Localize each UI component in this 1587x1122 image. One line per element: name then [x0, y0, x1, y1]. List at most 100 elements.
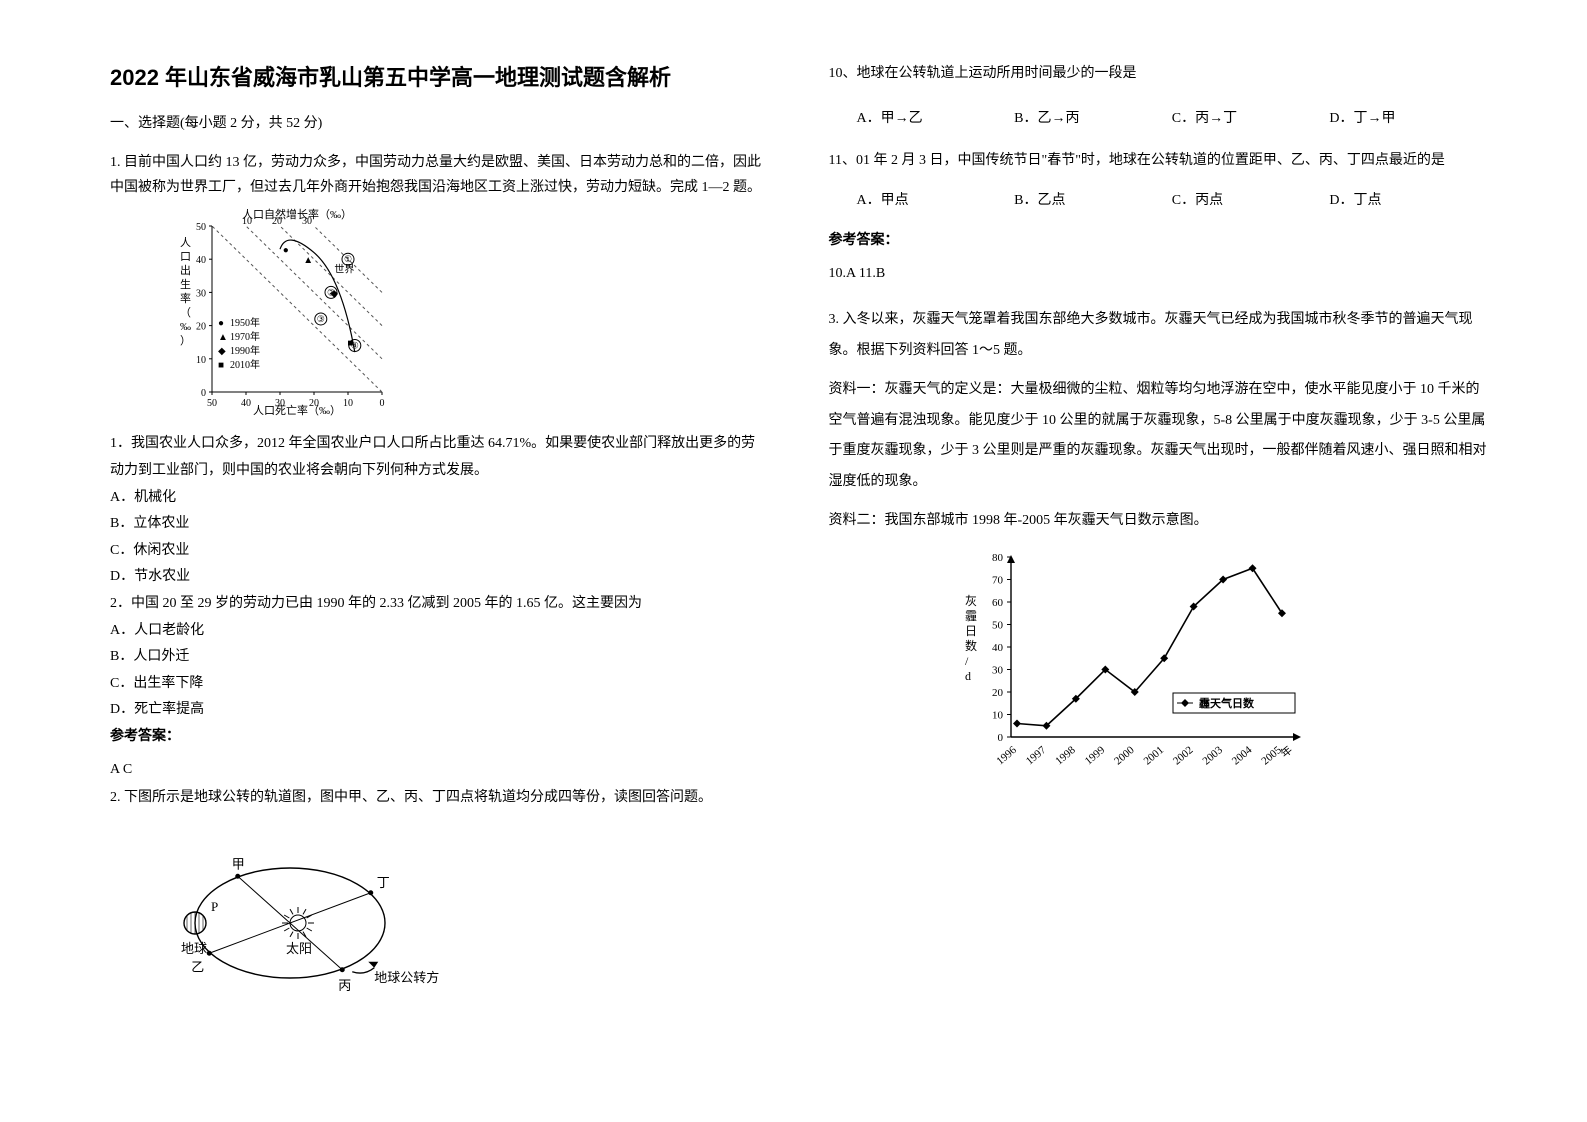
q1-sub1-opt-c: C．休闲农业	[110, 538, 769, 565]
svg-text:①: ①	[344, 255, 352, 265]
q11-opt-c: C．丙点	[1172, 184, 1330, 218]
q11-opt-a: A．甲点	[857, 184, 1015, 218]
svg-text:甲: 甲	[232, 856, 245, 871]
q1-sub1-opt-a: A．机械化	[110, 485, 769, 512]
svg-text:人口自然增长率（‰）: 人口自然增长率（‰）	[242, 207, 352, 221]
svg-text:0: 0	[380, 398, 385, 409]
q1-answer-label: 参考答案：	[110, 724, 769, 751]
svg-text:/: /	[965, 654, 969, 668]
svg-text:70: 70	[992, 574, 1004, 586]
svg-text:2002: 2002	[1171, 744, 1196, 767]
q1-sub1-opt-b: B．立体农业	[110, 511, 769, 538]
svg-text:40: 40	[196, 256, 206, 267]
q1-sub2: 2．中国 20 至 29 岁的劳动力已由 1990 年的 2.33 亿减到 20…	[110, 591, 769, 618]
q1-sub1: 1．我国农业人口众多，2012 年全国农业户口人口所占比重达 64.71%。如果…	[110, 431, 769, 484]
q11-answer: 10.A 11.B	[829, 261, 1488, 288]
svg-text:50: 50	[992, 619, 1004, 631]
svg-text:▲: ▲	[303, 256, 313, 267]
svg-text:数: 数	[965, 638, 977, 653]
svg-text:2010年: 2010年	[230, 358, 260, 371]
q10-options: A．甲→乙 B．乙→丙 C．丙→丁 D．丁→甲	[829, 102, 1488, 136]
q1-sub2-opt-c: C．出生率下降	[110, 671, 769, 698]
svg-text:▲: ▲	[218, 332, 228, 343]
svg-text:◆: ◆	[330, 289, 338, 300]
svg-text:2000: 2000	[1112, 744, 1137, 768]
q1-sub2-opt-b: B．人口外迁	[110, 644, 769, 671]
q1-chart: 人口自然增长率（‰）人口死亡率（‰）人口出生率（‰）01020304050010…	[170, 206, 769, 421]
svg-text:2003: 2003	[1200, 744, 1225, 768]
svg-text:③: ③	[317, 314, 325, 324]
q1-sub2-opt-a: A．人口老龄化	[110, 618, 769, 645]
svg-text:10: 10	[196, 355, 206, 366]
svg-text:地球: 地球	[181, 941, 207, 956]
svg-text:丙: 丙	[338, 978, 351, 993]
svg-text:（: （	[180, 306, 191, 319]
q1-stem: 1. 目前中国人口约 13 亿，劳动力众多，中国劳动力总量大约是欧盟、美国、日本…	[110, 150, 769, 200]
svg-text:1999: 1999	[1082, 744, 1107, 768]
q10-stem: 10、地球在公转轨道上运动所用时间最少的一段是	[829, 60, 1488, 88]
svg-text:灰: 灰	[965, 594, 977, 608]
svg-text:人: 人	[180, 236, 191, 249]
svg-text:0: 0	[997, 732, 1003, 744]
svg-text:30: 30	[275, 398, 285, 409]
svg-text:人口死亡率（‰）: 人口死亡率（‰）	[253, 403, 341, 416]
q3-chart: 01020304050607080灰霾日数/d19961997199819992…	[949, 547, 1488, 812]
page-title: 2022 年山东省威海市乳山第五中学高一地理测试题含解析	[110, 60, 769, 92]
svg-text:2001: 2001	[1141, 744, 1166, 767]
q11-opt-d: D．丁点	[1329, 184, 1487, 218]
q10-opt-a: A．甲→乙	[857, 102, 1015, 136]
svg-text:20: 20	[309, 398, 319, 409]
q3-stem: 3. 入冬以来，灰霾天气笼罩着我国东部绝大多数城市。灰霾天气已经成为我国城市秋冬…	[829, 305, 1488, 367]
svg-text:0: 0	[201, 388, 206, 399]
svg-text:太阳: 太阳	[286, 941, 312, 956]
right-column: 10、地球在公转轨道上运动所用时间最少的一段是 A．甲→乙 B．乙→丙 C．丙→…	[829, 60, 1488, 1023]
svg-text:40: 40	[992, 642, 1004, 654]
svg-text:1970年: 1970年	[230, 330, 260, 343]
svg-text:乙: 乙	[191, 959, 204, 974]
q10-opt-b: B．乙→丙	[1014, 102, 1172, 136]
svg-text:30: 30	[196, 289, 206, 300]
svg-text:10: 10	[343, 398, 353, 409]
svg-text:40: 40	[241, 398, 251, 409]
svg-text:1950年: 1950年	[230, 316, 260, 329]
svg-text:1996: 1996	[994, 744, 1019, 768]
svg-text:1998: 1998	[1053, 744, 1078, 768]
svg-text:10: 10	[242, 216, 252, 227]
svg-text:口: 口	[180, 251, 191, 263]
svg-text:10: 10	[992, 709, 1004, 721]
svg-text:30: 30	[992, 664, 1004, 676]
q2-diagram: 太阳地球P甲丁乙丙地球公转方向	[160, 828, 769, 1023]
left-column: 2022 年山东省威海市乳山第五中学高一地理测试题含解析 一、选择题(每小题 2…	[110, 60, 769, 1023]
q11-options: A．甲点 B．乙点 C．丙点 D．丁点	[829, 184, 1488, 218]
q2-stem: 2. 下图所示是地球公转的轨道图，图中甲、乙、丙、丁四点将轨道均分成四等份，读图…	[110, 783, 769, 814]
svg-text:霾: 霾	[965, 609, 977, 623]
svg-text:1997: 1997	[1023, 744, 1048, 768]
svg-text:年: 年	[1277, 742, 1294, 760]
svg-text:生: 生	[180, 277, 191, 291]
q1-sub1-opt-d: D．节水农业	[110, 564, 769, 591]
svg-text:2004: 2004	[1229, 744, 1254, 768]
q3-para2: 资料二：我国东部城市 1998 年-2005 年灰霾天气日数示意图。	[829, 506, 1488, 537]
svg-text:日: 日	[965, 624, 977, 638]
q11-opt-b: B．乙点	[1014, 184, 1172, 218]
svg-text:1990年: 1990年	[230, 344, 260, 357]
svg-text:●: ●	[283, 246, 289, 257]
q1-sub1-text: 1．我国农业人口众多，2012 年全国农业户口人口所占比重达 64.71%。如果…	[110, 436, 755, 478]
q3-para1: 资料一：灰霾天气的定义是：大量极细微的尘粒、烟粒等均匀地浮游在空中，使水平能见度…	[829, 375, 1488, 498]
svg-text:丁: 丁	[377, 875, 390, 890]
svg-text:20: 20	[196, 322, 206, 333]
svg-text:地球公转方向: 地球公转方向	[374, 970, 440, 985]
svg-text:）: ）	[180, 334, 191, 347]
svg-text:2005: 2005	[1259, 744, 1284, 768]
svg-text:■: ■	[218, 360, 224, 371]
q1-answer: A C	[110, 757, 769, 784]
q11-stem: 11、01 年 2 月 3 日，中国传统节日"春节"时，地球在公转轨道的位置距甲…	[829, 146, 1488, 177]
section-header: 一、选择题(每小题 2 分，共 52 分)	[110, 112, 769, 132]
svg-text:率: 率	[180, 291, 191, 305]
svg-text:霾天气日数: 霾天气日数	[1199, 696, 1255, 710]
svg-text:◆: ◆	[218, 346, 226, 357]
q11-answer-label: 参考答案：	[829, 228, 1488, 255]
svg-text:■: ■	[347, 339, 353, 350]
svg-text:●: ●	[218, 318, 224, 329]
svg-text:d: d	[965, 669, 971, 683]
